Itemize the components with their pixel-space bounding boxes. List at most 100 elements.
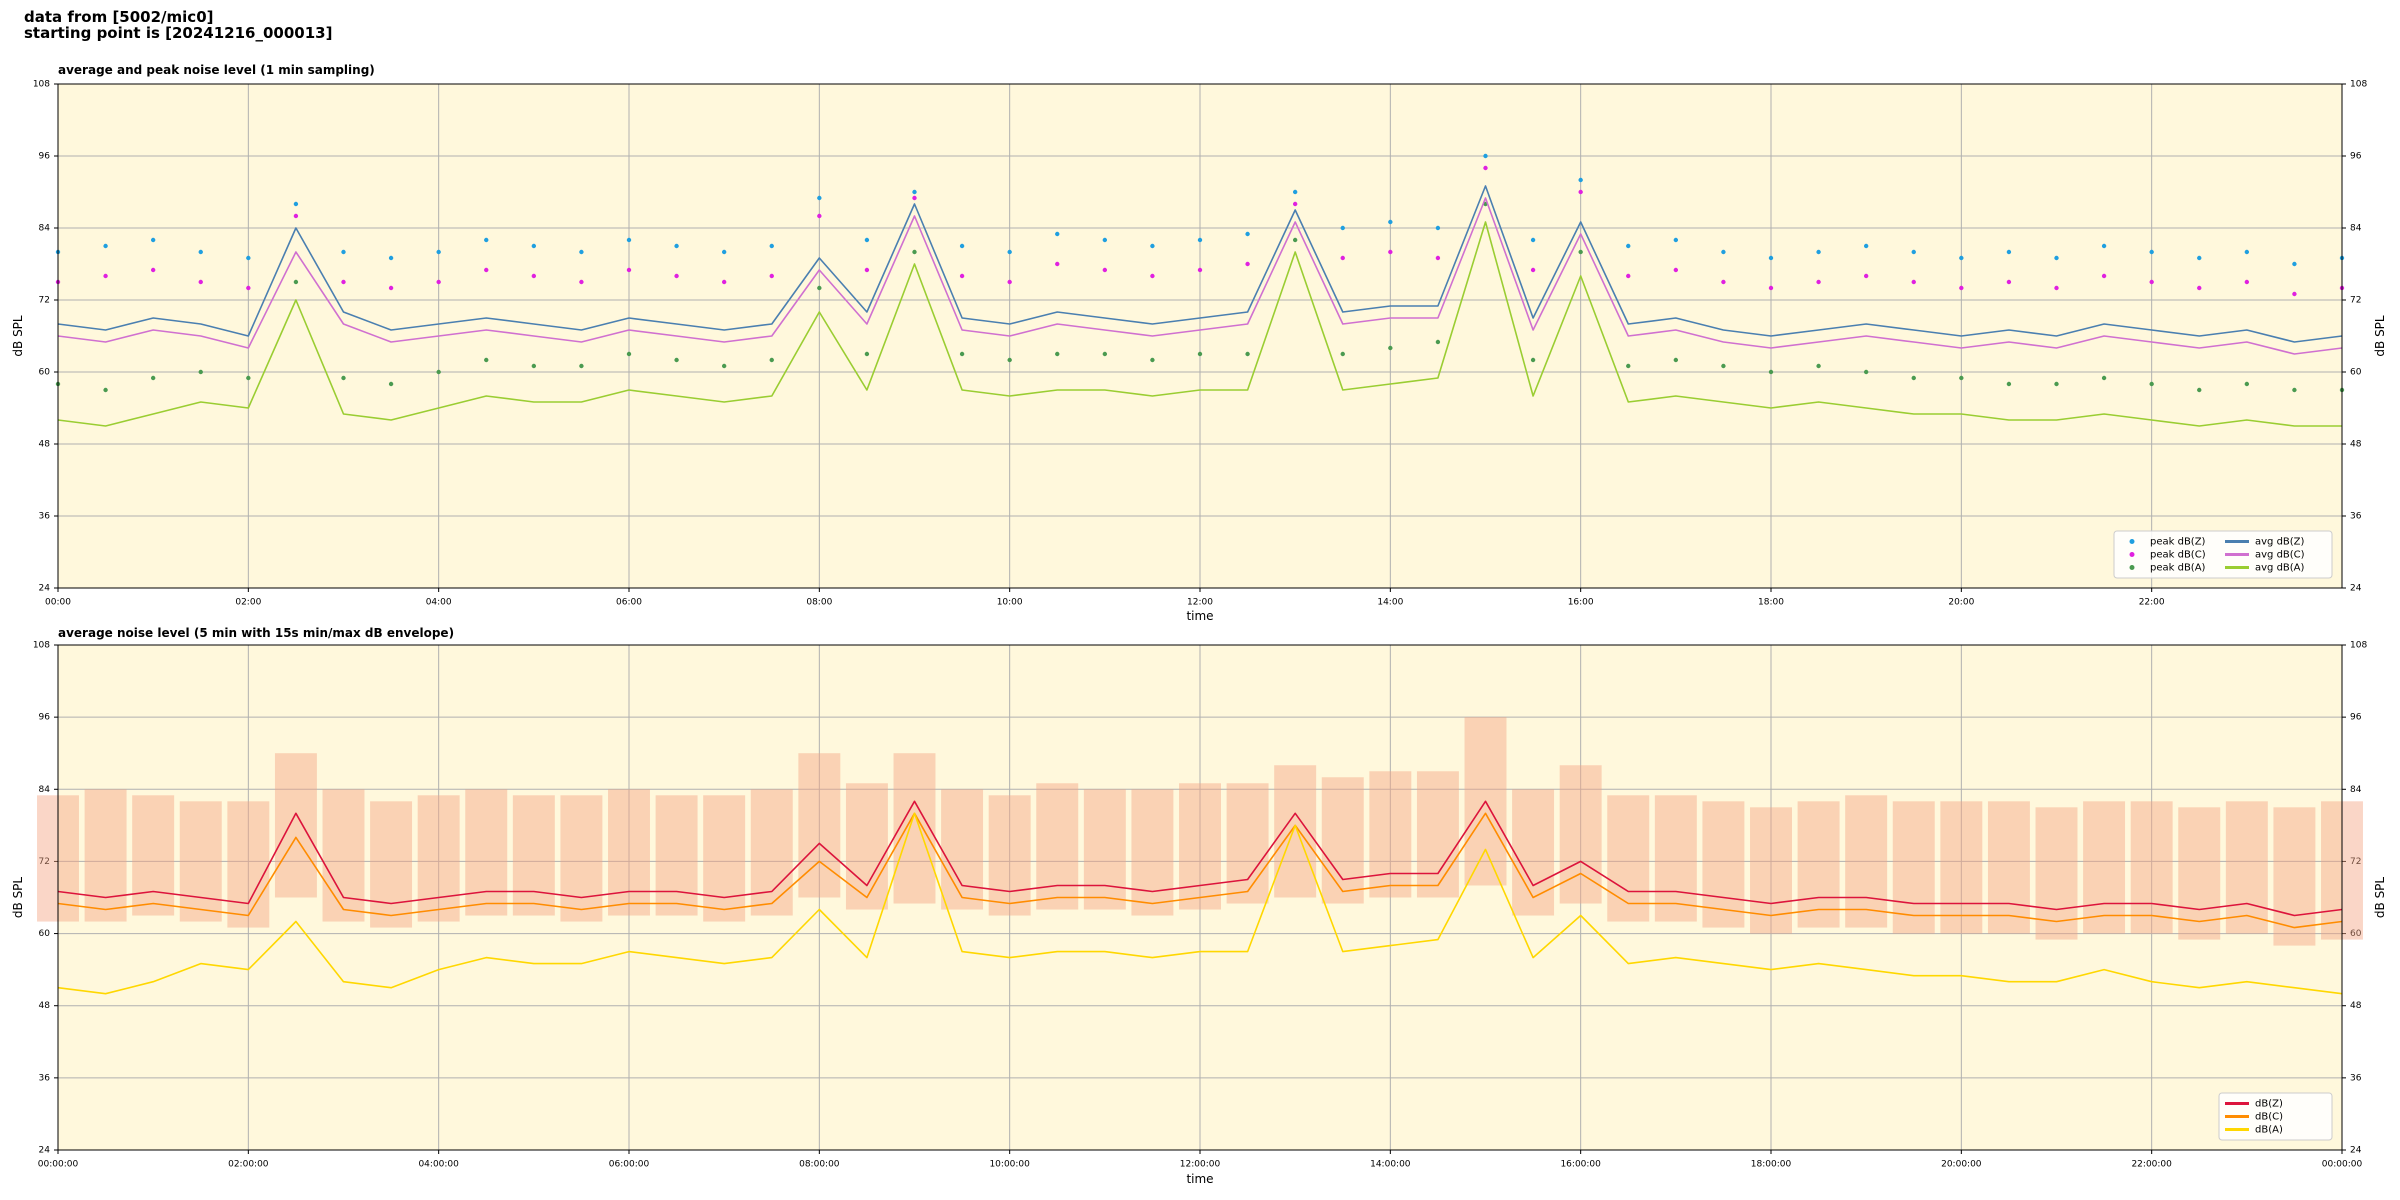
y-tick-label: 24	[39, 1146, 51, 1156]
peak-point	[293, 201, 299, 207]
envelope-band	[608, 789, 650, 916]
y-tick-label-right: 84	[2350, 785, 2362, 795]
x-tick-label: 04:00	[426, 598, 452, 608]
series-line	[57, 812, 2343, 995]
x-tick-label: 00:00:00	[2322, 1160, 2363, 1170]
peak-point	[436, 369, 441, 375]
chart-title: average and peak noise level (1 min samp…	[58, 63, 375, 77]
peak-point	[1626, 363, 1631, 369]
peak-point	[1530, 357, 1536, 363]
peak-point	[103, 273, 108, 279]
peak-point	[2006, 249, 2012, 255]
envelope-band	[1369, 771, 1412, 898]
peak-point	[1673, 237, 1679, 243]
peak-point	[1483, 153, 1488, 159]
envelope-band	[1892, 801, 1935, 934]
y-axis-label: dB SPL	[11, 315, 25, 357]
envelope-band	[1845, 795, 1888, 928]
peak-point	[817, 285, 822, 291]
peak-point	[1340, 351, 1345, 357]
peak-point	[1863, 369, 1869, 375]
peak-point	[1388, 249, 1393, 255]
peak-point	[150, 375, 156, 381]
y-axis-label-right: dB SPL	[2373, 315, 2387, 357]
y-tick-label: 84	[39, 224, 51, 234]
y-tick-label: 60	[39, 368, 51, 378]
envelope-band	[179, 801, 222, 922]
envelope-band	[1274, 765, 1317, 898]
peak-point	[2244, 381, 2250, 387]
peak-point	[2197, 285, 2202, 291]
peak-point	[1626, 273, 1631, 279]
envelope-band	[1750, 807, 1792, 934]
legend-label: avg dB(A)	[2255, 563, 2305, 574]
y-tick-label-right: 60	[2350, 368, 2362, 378]
peak-point	[769, 243, 774, 249]
peak-point	[293, 213, 299, 219]
peak-point	[1197, 237, 1203, 243]
plot-frame	[57, 644, 2343, 1151]
peak-point	[912, 189, 917, 195]
peak-point	[1292, 189, 1298, 195]
peak-point	[1626, 243, 1631, 249]
peak-point	[1435, 225, 1441, 231]
peak-point	[1055, 351, 1060, 357]
peak-point	[959, 243, 965, 249]
legend-label: dB(C)	[2255, 1112, 2283, 1123]
y-tick-label: 48	[39, 440, 51, 450]
x-tick-label: 10:00:00	[989, 1160, 1030, 1170]
envelope-band	[845, 783, 888, 910]
header-line: data from [5002/mic0]	[24, 8, 214, 26]
legend-marker	[2129, 539, 2135, 544]
envelope-band	[1654, 795, 1697, 922]
y-tick-label-right: 108	[2350, 80, 2367, 90]
x-tick-label: 04:00:00	[418, 1160, 459, 1170]
peak-point	[1102, 267, 1108, 273]
series-line	[57, 221, 2342, 427]
x-tick-label: 08:00	[806, 598, 832, 608]
y-tick-label-right: 48	[2350, 440, 2362, 450]
envelope-band	[465, 789, 508, 916]
peak-point	[2244, 249, 2250, 255]
peak-point	[436, 279, 441, 285]
peak-point	[198, 369, 203, 375]
peak-point	[1721, 279, 1726, 285]
peak-point	[1863, 273, 1869, 279]
y-tick-label: 96	[39, 152, 51, 162]
envelope-band	[274, 753, 317, 898]
envelope-band	[1083, 789, 1126, 910]
envelope-band	[322, 789, 365, 922]
y-tick-label-right: 108	[2350, 641, 2367, 651]
peak-point	[2101, 243, 2107, 249]
peak-point	[293, 279, 299, 285]
peak-point	[864, 267, 870, 273]
peak-point	[864, 237, 870, 243]
legend-box	[2113, 530, 2333, 579]
envelope-band	[2273, 807, 2316, 946]
envelope-band	[227, 801, 270, 928]
peak-point	[1055, 231, 1060, 237]
series-line	[57, 185, 2343, 343]
peak-point	[2244, 279, 2250, 285]
y-tick-label: 72	[39, 857, 50, 867]
y-tick-label: 84	[39, 785, 51, 795]
envelope-band	[417, 795, 460, 922]
peak-point	[769, 273, 774, 279]
y-axis-label-right: dB SPL	[2373, 877, 2387, 919]
peak-point	[341, 375, 346, 381]
peak-point	[1245, 231, 1250, 237]
peak-point	[246, 375, 251, 381]
y-tick-label: 72	[39, 296, 50, 306]
header-line: starting point is [20241216_000013]	[24, 24, 332, 42]
peak-point	[103, 243, 108, 249]
peak-point	[150, 237, 156, 243]
legend-marker	[2129, 552, 2135, 557]
peak-point	[1911, 279, 1916, 285]
y-tick-label-right: 72	[2350, 296, 2361, 306]
x-tick-label: 14:00	[1377, 598, 1403, 608]
envelope-band	[1607, 795, 1650, 922]
peak-point	[817, 195, 822, 201]
peak-point	[1816, 279, 1821, 285]
envelope-band	[370, 801, 413, 928]
